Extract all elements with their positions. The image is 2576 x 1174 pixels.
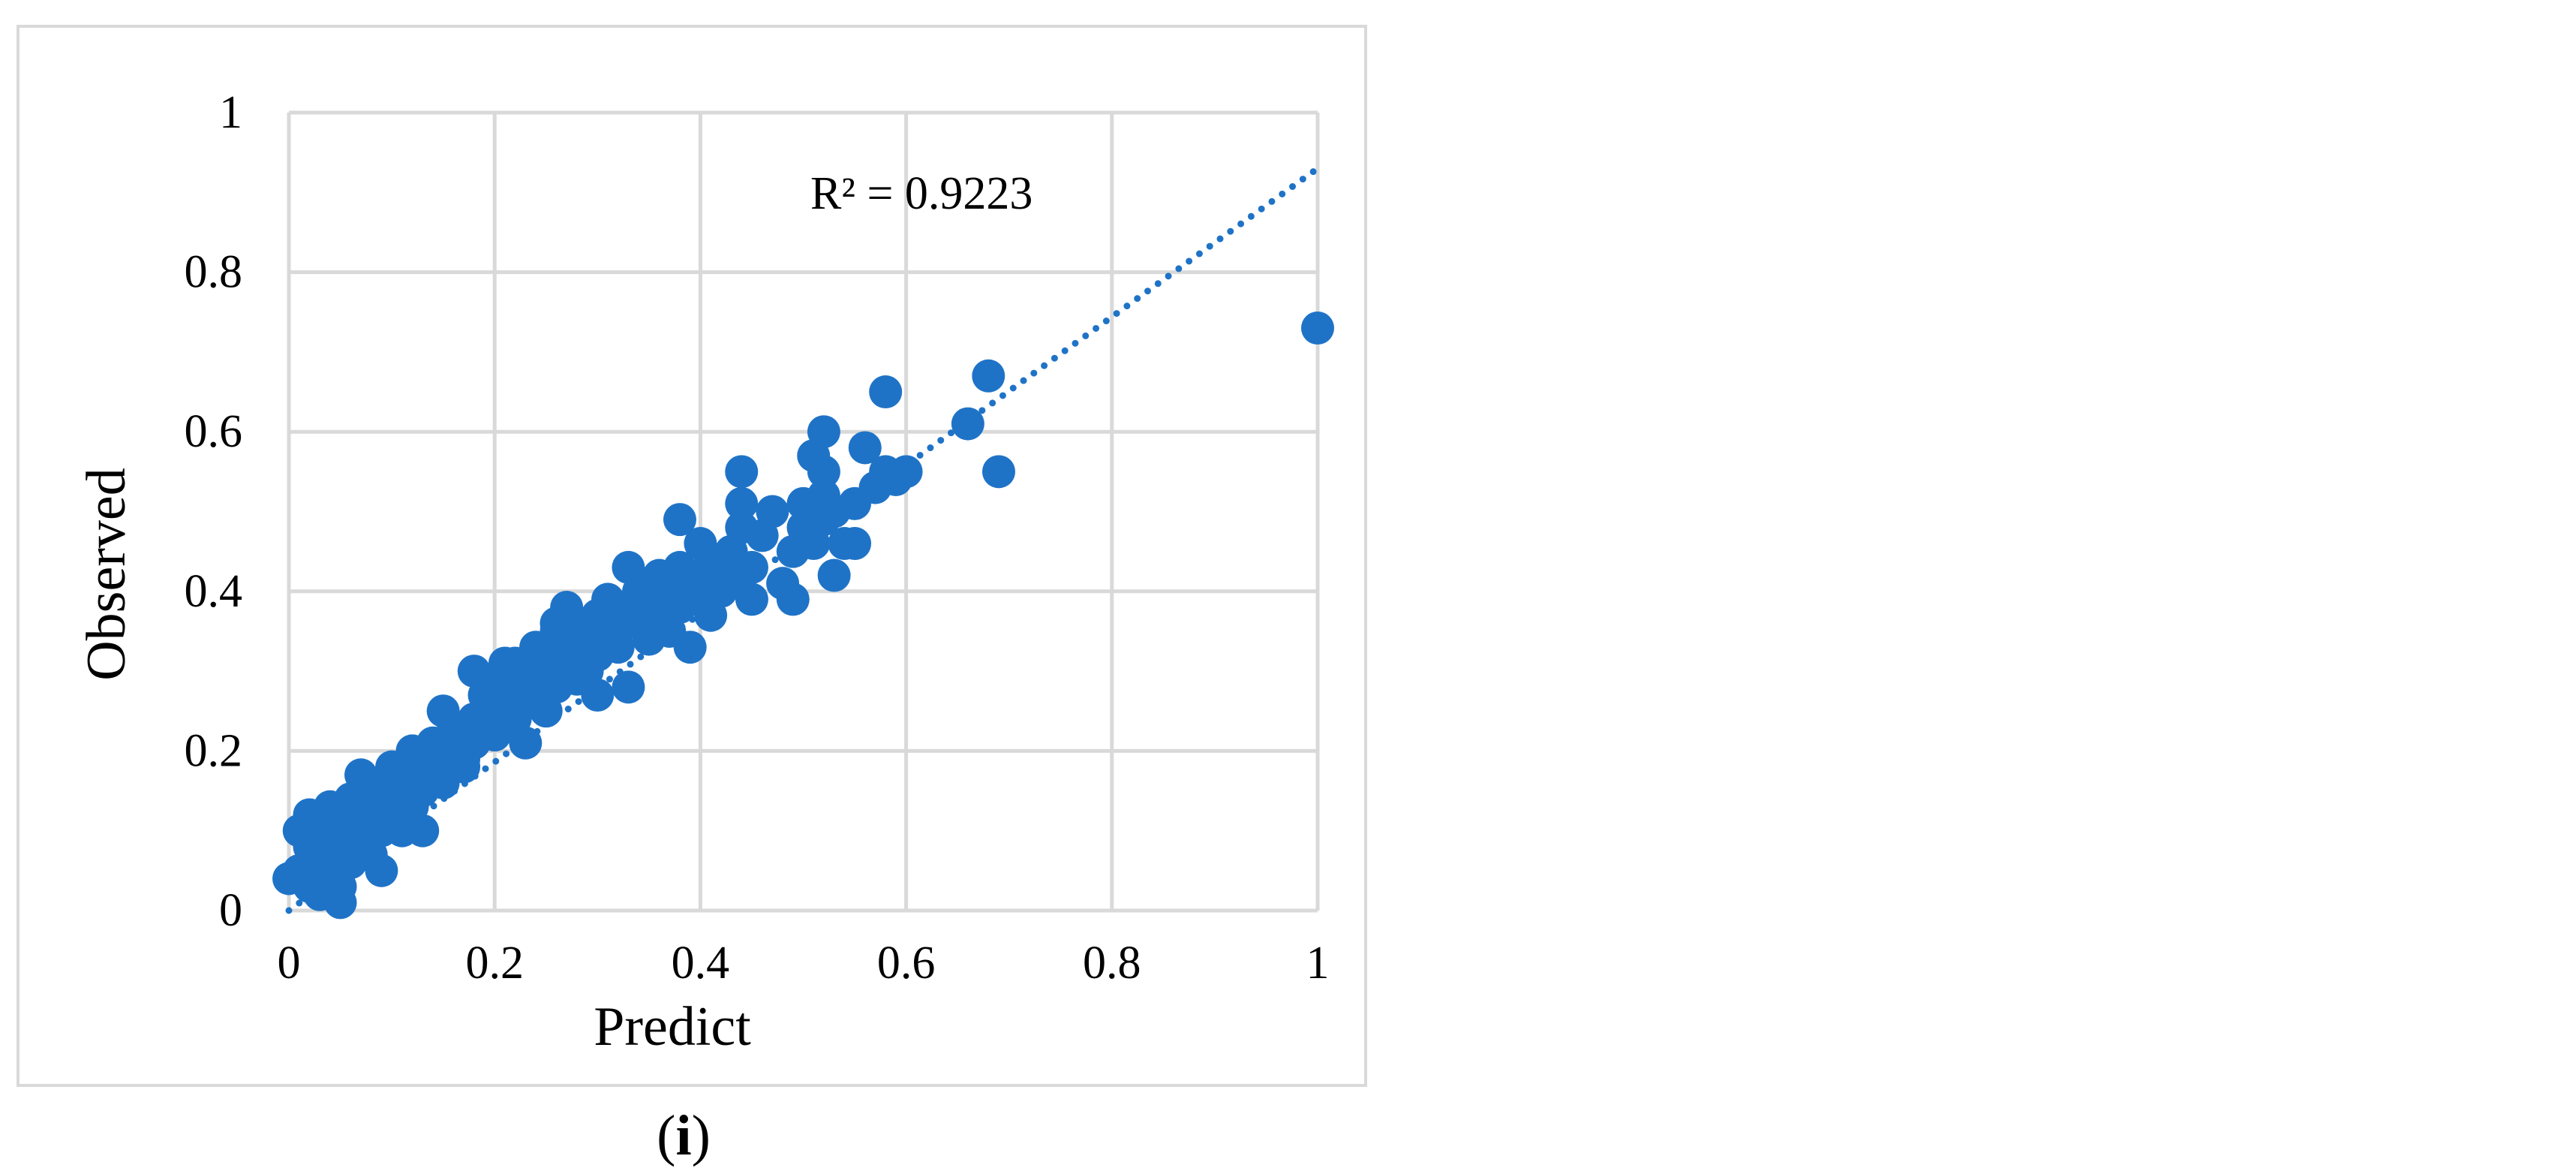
data-point	[293, 814, 326, 847]
data-point	[981, 455, 1015, 489]
data-point	[406, 814, 440, 847]
data-point	[889, 455, 923, 489]
x-tick-label: 0.8	[1083, 938, 1141, 989]
y-tick-label: 0.6	[185, 406, 243, 457]
data-point	[488, 646, 522, 680]
data-point	[725, 455, 759, 489]
data-point	[848, 431, 882, 465]
data-point	[807, 503, 840, 537]
data-point	[838, 527, 872, 561]
data-point	[673, 631, 707, 664]
caption-close: )	[691, 1104, 711, 1167]
y-tick-label: 0	[219, 885, 242, 936]
x-axis-label: Predict	[594, 996, 751, 1058]
data-point	[807, 455, 840, 489]
y-tick-label: 0.8	[185, 247, 243, 298]
r-squared-annotation: R² = 0.9223	[810, 168, 1033, 219]
data-point	[735, 582, 768, 616]
caption-letter: i	[675, 1104, 692, 1167]
data-point	[673, 582, 707, 616]
data-point	[612, 670, 645, 704]
y-tick-label: 0.4	[185, 566, 243, 617]
figure-caption: (i)	[0, 1103, 1367, 1169]
data-point	[509, 726, 543, 760]
data-point	[601, 631, 635, 664]
data-point	[972, 359, 1005, 393]
y-tick-labels: 0 0.2 0.4 0.6 0.8 1	[185, 87, 243, 936]
data-point	[776, 534, 810, 568]
x-tick-label: 0.2	[465, 938, 524, 989]
data-point	[817, 558, 851, 592]
data-point	[869, 375, 903, 409]
x-tick-labels: 0 0.2 0.4 0.6 0.8 1	[278, 938, 1330, 989]
x-tick-label: 0.6	[877, 938, 936, 989]
data-point	[540, 607, 573, 640]
data-point	[951, 407, 984, 441]
trendline	[285, 164, 1321, 914]
data-point	[776, 582, 810, 616]
data-point	[663, 503, 696, 537]
data-point	[622, 574, 656, 608]
data-point	[323, 870, 357, 904]
data-point	[395, 734, 429, 768]
data-point	[756, 495, 789, 528]
data-point	[1301, 312, 1334, 345]
y-tick-label: 0.2	[185, 725, 243, 776]
data-point	[365, 853, 398, 887]
y-tick-label: 1	[219, 87, 242, 138]
data-points	[272, 312, 1334, 920]
x-tick-label: 0.4	[672, 938, 730, 989]
data-point	[581, 678, 615, 712]
x-tick-label: 1	[1306, 938, 1330, 989]
data-point	[714, 534, 748, 568]
caption-open: (	[657, 1104, 676, 1167]
data-point	[725, 486, 759, 520]
y-axis-label: Observed	[76, 468, 137, 681]
data-point	[447, 750, 481, 784]
data-point	[807, 415, 840, 449]
x-tick-label: 0	[278, 938, 301, 989]
trendline-path	[285, 164, 1321, 914]
